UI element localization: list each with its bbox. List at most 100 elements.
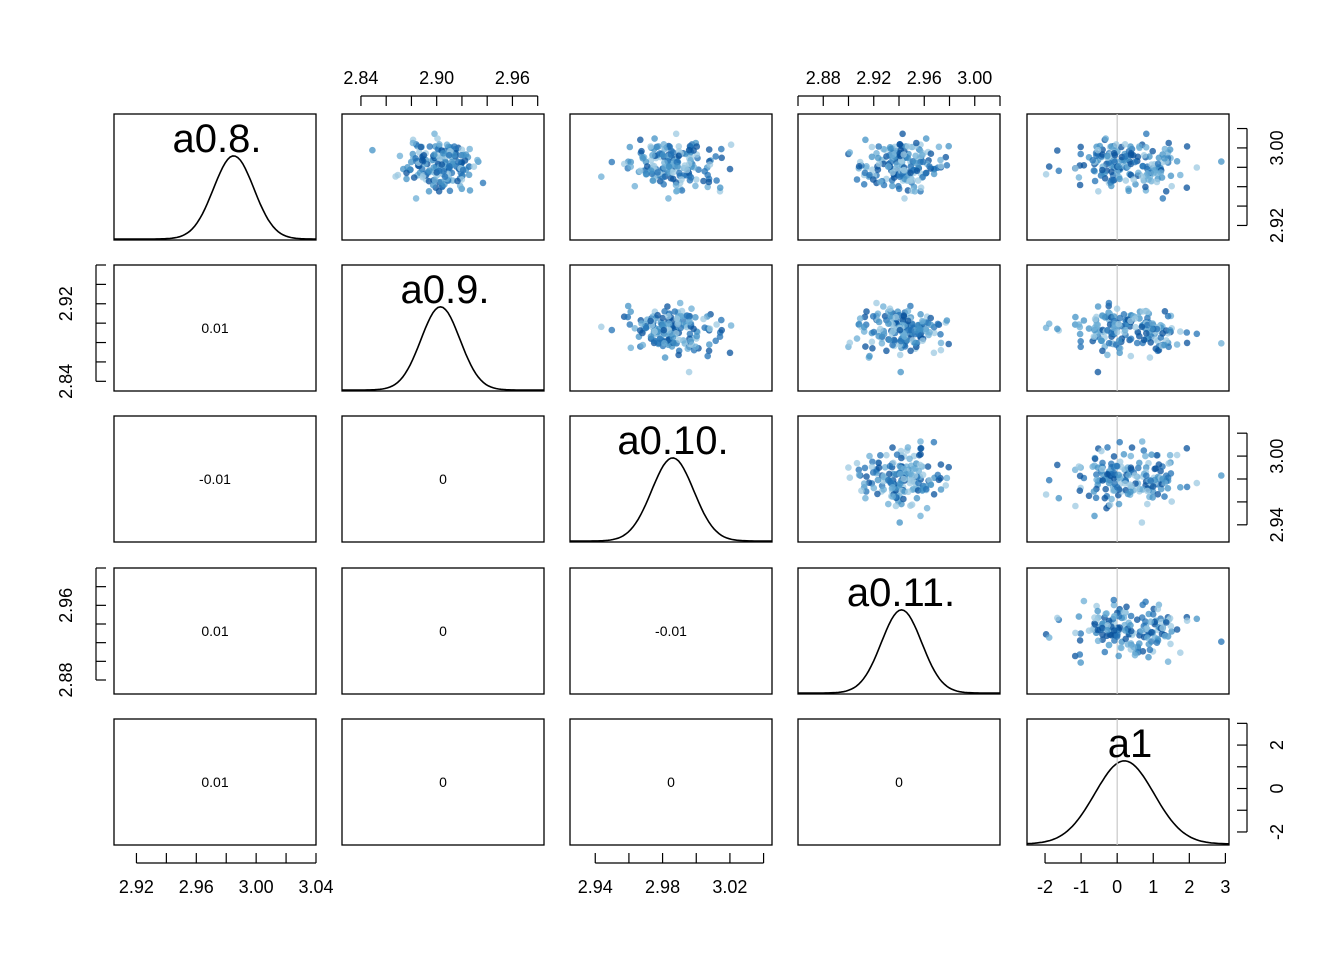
scatter-point (1218, 158, 1225, 165)
scatter-point (869, 313, 877, 320)
scatter-point (900, 312, 908, 319)
scatter-point (608, 326, 616, 334)
tick-label: -1 (1073, 877, 1089, 897)
scatter-point (673, 315, 681, 322)
scatter-point (1138, 519, 1146, 526)
scatter-point (409, 139, 417, 147)
scatter-point (1127, 612, 1135, 620)
scatter-point (1099, 631, 1106, 638)
scatter-point (1055, 494, 1063, 502)
tick-label: 2.84 (343, 68, 378, 88)
scatter-point (1076, 487, 1084, 495)
scatter-point (672, 130, 680, 138)
scatter-point (631, 182, 639, 190)
scatter-point (692, 314, 699, 321)
scatter-point (1114, 169, 1121, 176)
scatter-point (1077, 143, 1084, 151)
scatter-point (922, 135, 930, 142)
scatter-point (716, 184, 724, 191)
scatter-point (659, 174, 667, 181)
scatter-point (1135, 464, 1142, 472)
scatter-point (1127, 464, 1135, 472)
scatter-point (912, 152, 919, 160)
scatter-point (451, 143, 458, 150)
scatter-point (937, 486, 945, 493)
scatter-point (1164, 658, 1172, 665)
scatter-point (870, 484, 878, 492)
scatter-point (1138, 614, 1146, 621)
tick-label: 2.92 (1267, 208, 1287, 243)
scatter-point (1149, 611, 1157, 618)
scatter-point (1085, 325, 1093, 332)
panel-0-2 (569, 113, 773, 241)
scatter-point (907, 169, 914, 177)
scatter-point (896, 173, 903, 180)
scatter-point (638, 147, 645, 155)
scatter-point (943, 162, 951, 169)
scatter-point (456, 182, 464, 190)
scatter-point (1138, 173, 1146, 180)
variable-label: a0.11. (847, 571, 955, 615)
scatter-point (672, 181, 680, 189)
scatter-point (1173, 341, 1181, 348)
scatter-point (665, 195, 672, 202)
scatter-point (660, 181, 667, 188)
scatter-point (1099, 347, 1106, 355)
scatter-point (1077, 150, 1084, 158)
scatter-point (642, 171, 650, 178)
scatter-point (678, 187, 686, 194)
correlation-value: -0.01 (655, 623, 687, 639)
scatter-point (608, 158, 616, 166)
scatter-point (1183, 143, 1191, 150)
scatter-point (1166, 146, 1174, 153)
scatter-point (922, 328, 930, 335)
variable-label: a0.9. (401, 268, 490, 312)
scatter-point (647, 333, 655, 340)
scatter-point (1104, 626, 1111, 634)
scatter-point (1168, 628, 1175, 635)
scatter-point (431, 176, 439, 184)
scatter-point (1154, 160, 1162, 168)
scatter-point (1090, 333, 1098, 340)
scatter-point (1193, 479, 1201, 487)
scatter-point (690, 325, 697, 333)
scatter-point (896, 141, 904, 148)
panel-3-0 (113, 567, 317, 695)
scatter-point (853, 176, 861, 183)
correlation-value: 0.01 (201, 623, 228, 639)
scatter-point (412, 155, 419, 162)
tick-label: 2.94 (1267, 507, 1287, 542)
scatter-point (900, 495, 907, 503)
tick-label: 2.96 (179, 877, 214, 897)
tick-label: 2.92 (56, 286, 76, 321)
scatter-point (425, 177, 433, 185)
scatter-point (1114, 484, 1121, 491)
scatter-point (1122, 177, 1130, 184)
scatter-point (1121, 141, 1129, 148)
scatter-point (659, 320, 667, 328)
scatter-point (1091, 455, 1099, 463)
scatter-point (880, 303, 887, 310)
scatter-point (846, 474, 854, 482)
scatter-point (906, 177, 913, 185)
tick-label: 0 (1112, 877, 1122, 897)
scatter-point (1055, 167, 1063, 175)
scatter-point (671, 339, 678, 347)
tick-label: 1 (1148, 877, 1158, 897)
scatter-point (1167, 172, 1175, 180)
scatter-point (1147, 477, 1154, 485)
scatter-point (1115, 652, 1122, 660)
tick-label: 2.94 (578, 877, 613, 897)
scatter-point (860, 323, 868, 331)
scatter-point (855, 163, 863, 170)
scatter-point (431, 151, 438, 158)
scatter-point (1153, 178, 1161, 186)
panel-1-1 (341, 264, 545, 392)
scatter-point (1133, 616, 1141, 623)
scatter-point (1075, 174, 1083, 181)
scatter-point (726, 165, 734, 173)
scatter-point (1148, 451, 1155, 459)
scatter-point (1193, 164, 1201, 171)
scatter-point (465, 171, 473, 179)
